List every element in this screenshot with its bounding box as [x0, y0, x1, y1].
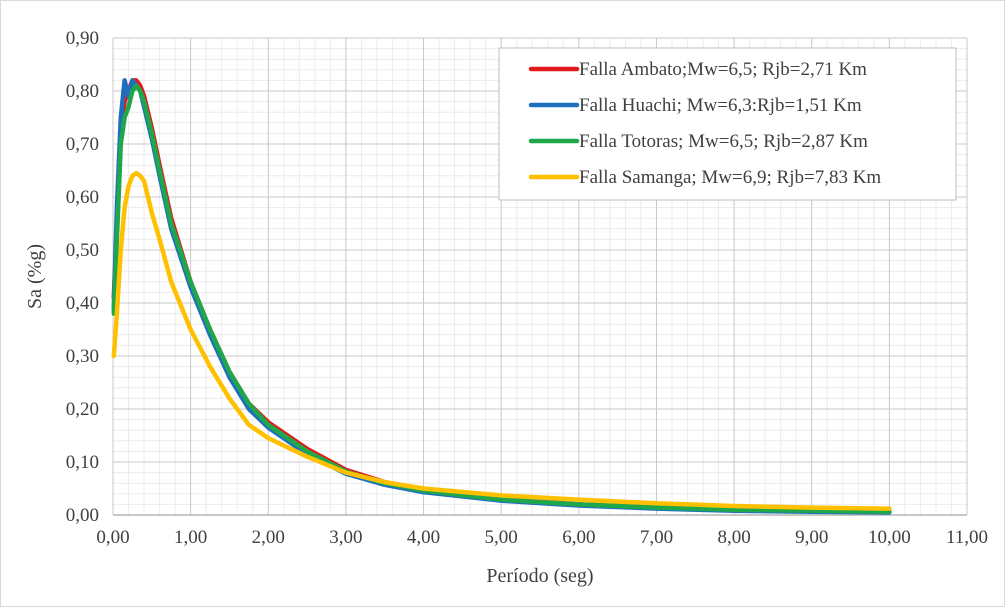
x-tick-label: 7,00 [640, 527, 673, 548]
x-tick-label: 1,00 [174, 527, 207, 548]
x-tick-label: 0,00 [96, 527, 129, 548]
y-tick-label: 0,00 [66, 505, 99, 526]
legend: Falla Ambato;Mw=6,5; Rjb=2,71 Km Falla Hu… [498, 47, 957, 201]
series-line-4 [111, 170, 892, 511]
x-tick-label: 10,00 [868, 527, 911, 548]
y-tick-label: 0,40 [66, 293, 99, 314]
y-axis-title: Sa (%g) [24, 244, 46, 309]
x-tick-label: 4,00 [407, 527, 440, 548]
series-line-3 [111, 83, 892, 515]
y-tick-label: 0,90 [66, 28, 99, 49]
y-tick-label: 0,80 [66, 81, 99, 102]
y-tick-label: 0,60 [66, 187, 99, 208]
legend-label: Falla Samanga; Mw=6,9; Rjb=7,83 Km [579, 167, 881, 188]
legend-label: Falla Ambato;Mw=6,5; Rjb=2,71 Km [579, 59, 867, 80]
y-tick-label: 0,30 [66, 346, 99, 367]
x-tick-label: 8,00 [717, 527, 750, 548]
y-tick-label: 0,10 [66, 452, 99, 473]
legend-box [498, 47, 957, 201]
x-tick-label: 2,00 [252, 527, 285, 548]
x-axis-title: Período (seg) [486, 565, 593, 587]
x-tick-label: 6,00 [562, 527, 595, 548]
y-tick-label: 0,50 [66, 240, 99, 261]
y-tick-label: 0,70 [66, 134, 99, 155]
legend-items: Falla Ambato;Mw=6,5; Rjb=2,71 Km Falla Hu… [528, 59, 881, 188]
x-tick-label: 3,00 [329, 527, 362, 548]
x-tick-label: 9,00 [795, 527, 828, 548]
legend-label: Falla Huachi; Mw=6,3:Rjb=1,51 Km [579, 95, 862, 116]
x-tick-label: 11,00 [946, 527, 988, 548]
legend-label: Falla Totoras; Mw=6,5; Rjb=2,87 Km [579, 131, 868, 152]
tick-labels: 0,00 1,00 2,00 3,00 4,00 5,00 6,00 7,00 8,00 9,00… [66, 28, 988, 548]
series-lines [111, 78, 892, 515]
y-tick-label: 0,20 [66, 399, 99, 420]
x-tick-label: 5,00 [485, 527, 518, 548]
